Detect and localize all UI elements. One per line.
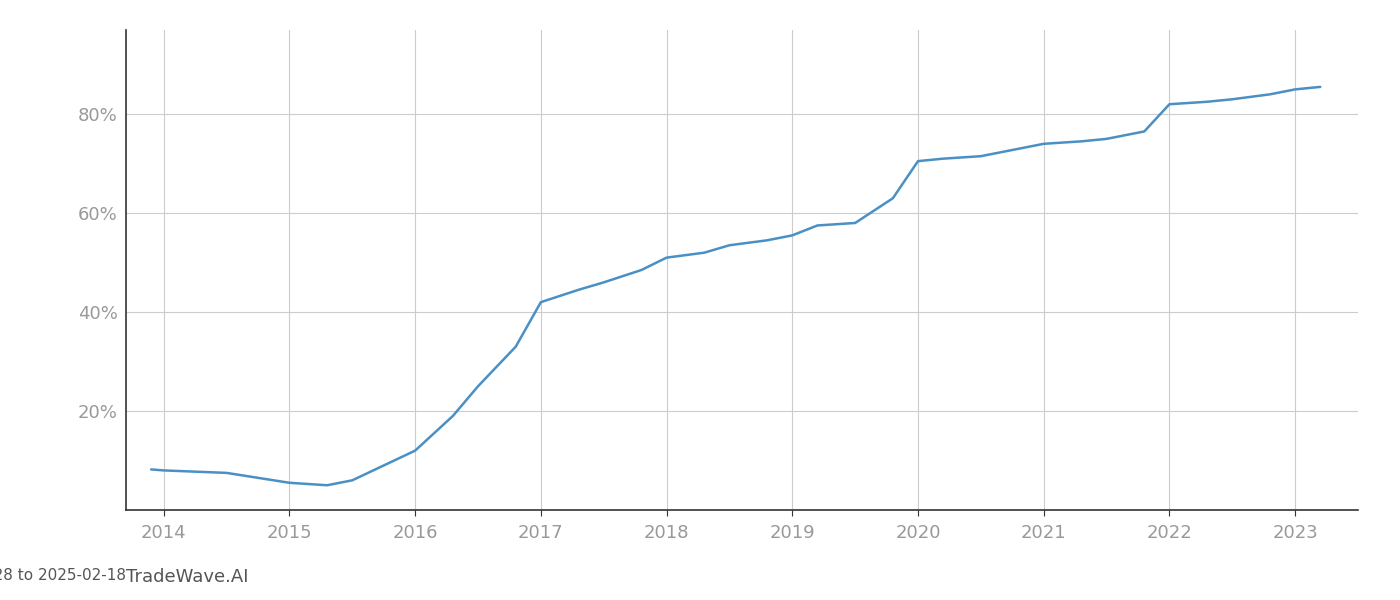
Text: CSCO TradeWave Cumulative Return Chart - 2024-11-28 to 2025-02-18: CSCO TradeWave Cumulative Return Chart -… [0,568,126,583]
Text: TradeWave.AI: TradeWave.AI [126,568,249,586]
